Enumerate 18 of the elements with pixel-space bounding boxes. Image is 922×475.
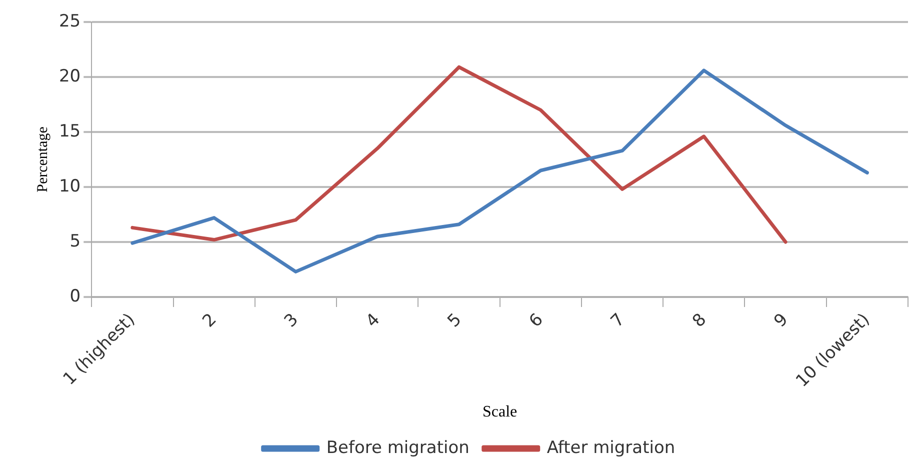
x-tick-label: 6 — [526, 310, 548, 332]
x-tick-label: 9 — [770, 310, 792, 332]
legend-label: After migration — [546, 438, 676, 458]
x-tick-label: 3 — [280, 310, 302, 332]
x-tick-label: 8 — [688, 310, 711, 332]
x-tick-label: 5 — [444, 310, 466, 332]
y-tick-label: 15 — [58, 121, 81, 142]
y-tick-label: 5 — [70, 231, 81, 252]
y-tick-label: 0 — [70, 286, 81, 306]
y-tick-label: 25 — [58, 11, 81, 32]
y-tick-label: 20 — [58, 66, 81, 86]
y-tick-label: 10 — [58, 176, 81, 196]
legend-label: Before migration — [326, 438, 470, 458]
x-axis-title: Scale — [482, 404, 518, 421]
x-tick-label: 7 — [607, 310, 629, 332]
x-tick-label: 2 — [198, 310, 221, 332]
x-tick-label: 4 — [362, 310, 384, 332]
y-axis-title: Percentage — [34, 126, 51, 192]
